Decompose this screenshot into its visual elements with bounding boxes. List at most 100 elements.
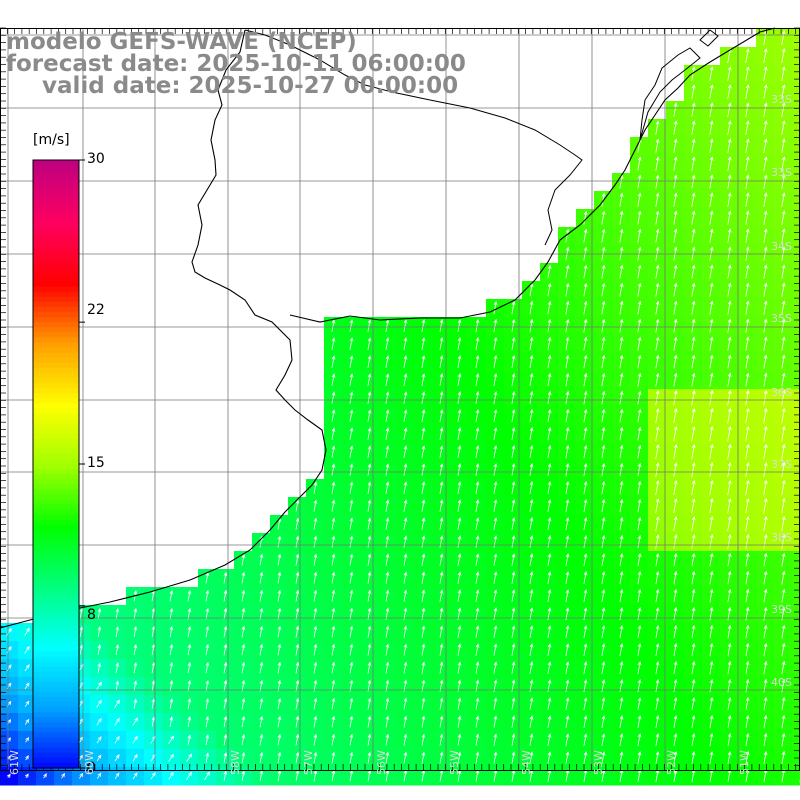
wind-arrow: [709, 714, 714, 729]
wind-arrow: [259, 751, 264, 764]
wind-arrow: [205, 625, 210, 638]
wind-arrow: [709, 138, 714, 153]
wind-arrow: [133, 626, 138, 638]
wind-arrow: [187, 679, 192, 692]
wind-cell: [792, 497, 800, 516]
colorbar-segment: [33, 251, 79, 257]
wind-arrow: [493, 751, 498, 764]
wind-arrow: [493, 481, 498, 495]
wind-arrow: [475, 643, 480, 656]
wind-arrow: [97, 662, 102, 673]
wind-arrow: [367, 535, 372, 548]
colorbar-segment: [33, 362, 79, 369]
colorbar-segment: [33, 600, 79, 607]
wind-arrow: [655, 516, 660, 532]
wind-arrow: [529, 733, 534, 746]
wind-arrow: [367, 355, 372, 368]
wind-arrow: [565, 444, 570, 459]
wind-arrow: [96, 717, 102, 726]
wind-arrow: [421, 445, 426, 458]
wind-arrow: [637, 408, 642, 423]
colorbar-segment: [33, 195, 79, 202]
wind-arrow: [763, 138, 768, 153]
wind-arrow: [691, 156, 696, 171]
wind-arrow: [259, 733, 264, 746]
wind-arrow: [763, 533, 768, 550]
wind-arrow: [349, 463, 354, 476]
wind-cell: [792, 587, 800, 606]
colorbar-segment: [33, 261, 79, 267]
wind-arrow: [709, 282, 714, 297]
wind-arrow: [349, 661, 354, 674]
colorbar-segment: [33, 646, 79, 653]
colorbar-segment: [33, 555, 79, 561]
wind-arrow: [367, 553, 372, 566]
wind-arrow: [421, 535, 426, 548]
wind-arrow: [115, 608, 120, 620]
wind-arrow: [619, 336, 624, 351]
wind-arrow: [547, 589, 552, 603]
lat-label: 40S: [771, 676, 792, 689]
colorbar-segment: [33, 438, 79, 445]
wind-arrow: [727, 552, 732, 567]
wind-arrow: [186, 771, 192, 780]
wind-cell: [792, 119, 800, 138]
wind-arrow: [547, 571, 552, 585]
wind-arrow: [583, 570, 588, 585]
wind-arrow: [493, 733, 498, 746]
wind-arrow: [331, 733, 336, 746]
wind-arrow: [727, 66, 732, 81]
wind-arrow: [24, 773, 29, 779]
colorbar-segment: [33, 550, 79, 556]
colorbar-segment: [33, 610, 79, 617]
wind-arrow: [475, 553, 480, 566]
wind-arrow: [727, 336, 732, 351]
lat-lon-grid: [0, 27, 800, 770]
wind-arrow: [132, 772, 138, 780]
wind-arrow: [691, 660, 696, 675]
wind-arrow: [565, 751, 570, 764]
wind-arrow: [601, 318, 606, 333]
wind-arrow: [655, 426, 660, 442]
wind-arrow: [475, 481, 480, 495]
wind-arrow: [511, 589, 516, 602]
wind-arrow: [565, 715, 570, 728]
wind-arrow: [673, 552, 678, 567]
wind-speed-field: [0, 29, 800, 786]
wind-arrow: [367, 337, 372, 350]
colorbar-segment: [33, 317, 79, 323]
wind-arrow: [187, 607, 192, 620]
wind-arrow: [403, 355, 408, 369]
wind-arrow: [331, 535, 336, 548]
colorbar-segment: [33, 519, 79, 526]
wind-arrow: [511, 661, 516, 674]
wind-arrow: [655, 282, 660, 297]
wind-arrow: [259, 571, 264, 584]
colorbar-tick-label: 30: [87, 151, 105, 167]
wind-arrow: [421, 391, 426, 405]
wind-arrow: [277, 553, 282, 566]
wind-arrow: [457, 336, 462, 351]
wind-arrow: [421, 499, 426, 512]
wind-arrow: [781, 552, 786, 567]
wind-arrow: [655, 354, 660, 369]
wind-arrow: [150, 772, 156, 780]
wind-arrow: [745, 156, 750, 171]
wind-arrow: [132, 753, 138, 762]
wind-arrow: [673, 120, 678, 135]
wind-arrow: [439, 427, 444, 441]
wind-arrow: [637, 480, 642, 495]
wind-arrow: [781, 479, 786, 496]
wind-arrow: [349, 391, 354, 404]
wind-arrow: [709, 533, 714, 550]
wind-cell: [792, 713, 800, 732]
wind-arrow: [96, 699, 102, 708]
wind-arrow: [781, 282, 786, 297]
wind-arrow: [511, 535, 516, 549]
wind-arrow: [529, 661, 534, 674]
wind-arrow: [367, 319, 372, 333]
colorbar-segment: [33, 408, 79, 414]
wind-arrow: [547, 480, 552, 495]
colorbar-segment: [33, 377, 79, 384]
